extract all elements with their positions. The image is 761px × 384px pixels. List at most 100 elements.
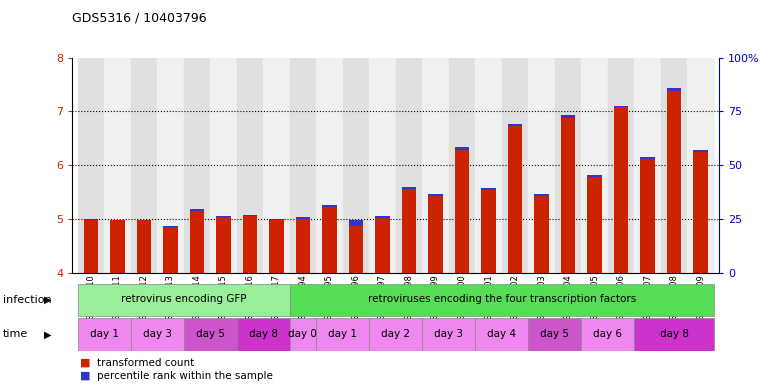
Bar — [183, 318, 237, 351]
Text: day 1: day 1 — [328, 329, 357, 339]
Text: retrovirus encoding GFP: retrovirus encoding GFP — [121, 294, 247, 304]
Bar — [402, 189, 416, 273]
Bar — [614, 106, 629, 107]
Bar — [189, 211, 204, 273]
Bar — [375, 216, 390, 273]
Bar — [581, 318, 635, 351]
Bar — [561, 118, 575, 273]
Bar — [528, 318, 581, 351]
Bar — [635, 58, 661, 273]
Bar — [210, 58, 237, 273]
Bar — [422, 58, 449, 273]
Bar — [508, 126, 522, 273]
Bar — [396, 58, 422, 273]
Bar — [369, 58, 396, 273]
Bar — [369, 318, 422, 351]
Bar — [104, 58, 131, 273]
Bar — [269, 219, 284, 220]
Bar — [163, 227, 177, 273]
Text: infection: infection — [3, 295, 52, 305]
Text: day 4: day 4 — [487, 329, 516, 339]
Text: percentile rank within the sample: percentile rank within the sample — [97, 371, 272, 381]
Text: day 0: day 0 — [288, 329, 317, 339]
Bar — [534, 194, 549, 196]
Bar — [640, 157, 655, 159]
Text: day 2: day 2 — [381, 329, 410, 339]
Bar — [316, 58, 342, 273]
Text: transformed count: transformed count — [97, 358, 194, 368]
Bar — [322, 207, 336, 273]
Bar — [428, 194, 443, 196]
Bar — [561, 115, 575, 118]
Text: time: time — [3, 329, 28, 339]
Bar — [131, 58, 157, 273]
Bar — [349, 220, 363, 227]
Bar — [263, 58, 290, 273]
Bar — [237, 58, 263, 273]
Bar — [183, 58, 210, 273]
Bar — [661, 58, 687, 273]
Text: day 8: day 8 — [249, 329, 278, 339]
Bar — [555, 58, 581, 273]
Text: GDS5316 / 10403796: GDS5316 / 10403796 — [72, 12, 207, 25]
Bar — [534, 196, 549, 273]
Bar — [269, 220, 284, 273]
Bar — [481, 190, 496, 273]
Bar — [587, 177, 602, 273]
Bar — [290, 58, 316, 273]
Bar — [422, 318, 476, 351]
Bar — [243, 215, 257, 216]
Bar — [243, 216, 257, 273]
Text: day 5: day 5 — [540, 329, 569, 339]
Bar — [667, 88, 681, 91]
Bar — [342, 58, 369, 273]
Bar — [316, 318, 369, 351]
Bar — [322, 205, 336, 207]
Bar — [295, 217, 310, 273]
Bar — [78, 284, 290, 316]
Bar — [581, 58, 608, 273]
Bar — [693, 152, 708, 273]
Bar — [635, 318, 714, 351]
Text: day 5: day 5 — [196, 329, 224, 339]
Bar — [402, 187, 416, 189]
Bar — [189, 209, 204, 211]
Text: retroviruses encoding the four transcription factors: retroviruses encoding the four transcrip… — [368, 294, 636, 304]
Bar — [687, 58, 714, 273]
Bar — [449, 58, 476, 273]
Bar — [110, 220, 125, 273]
Text: day 3: day 3 — [142, 329, 172, 339]
Bar — [614, 107, 629, 273]
Bar — [295, 217, 310, 219]
Bar — [640, 159, 655, 273]
Text: ■: ■ — [80, 358, 91, 368]
Bar — [290, 284, 714, 316]
Bar — [667, 91, 681, 273]
Text: day 3: day 3 — [435, 329, 463, 339]
Bar — [455, 150, 470, 273]
Bar — [84, 220, 98, 273]
Bar — [476, 318, 528, 351]
Bar — [501, 58, 528, 273]
Text: ▶: ▶ — [44, 295, 52, 305]
Text: day 1: day 1 — [90, 329, 119, 339]
Bar — [481, 188, 496, 190]
Bar — [428, 196, 443, 273]
Bar — [157, 58, 183, 273]
Bar — [455, 147, 470, 150]
Bar — [693, 150, 708, 152]
Bar — [608, 58, 635, 273]
Bar — [136, 220, 151, 273]
Bar — [216, 216, 231, 217]
Text: day 8: day 8 — [660, 329, 689, 339]
Bar — [528, 58, 555, 273]
Bar — [78, 318, 131, 351]
Bar — [587, 175, 602, 177]
Bar — [237, 318, 290, 351]
Bar — [131, 318, 183, 351]
Text: ■: ■ — [80, 371, 91, 381]
Bar — [84, 219, 98, 220]
Text: ▶: ▶ — [44, 329, 52, 339]
Bar — [476, 58, 501, 273]
Bar — [290, 318, 316, 351]
